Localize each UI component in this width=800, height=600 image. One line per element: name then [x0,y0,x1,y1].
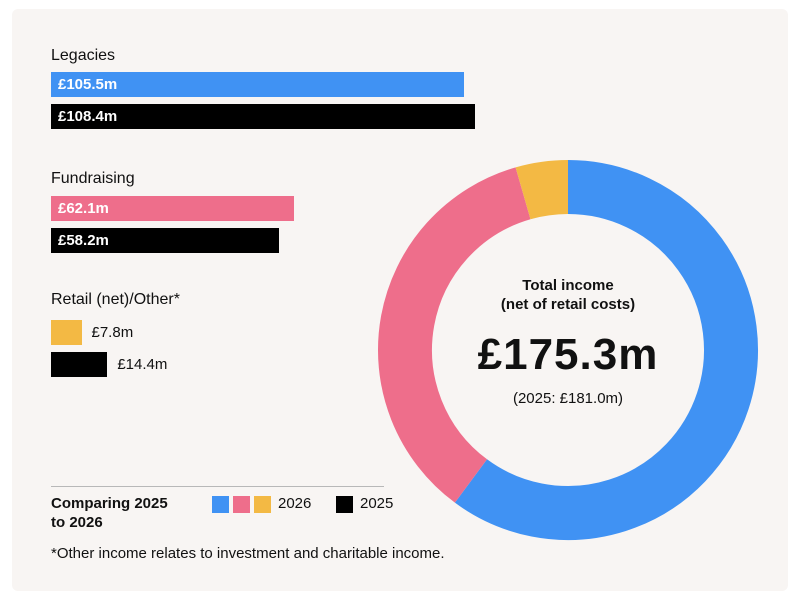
legend-swatch-fundraising [233,496,250,513]
donut-slice-retail-other [515,160,569,220]
donut-slice-legacies [454,160,758,540]
donut-center-value: £175.3m [477,330,659,379]
legend-swatch-retail-other [254,496,271,513]
donut-center-label: Total income (net of retail costs) [468,276,668,314]
legend-title: Comparing 2025 to 2026 [51,494,201,532]
bar-label-fundraising-2026: £62.1m [58,200,109,217]
legend-swatch-legacies [212,496,229,513]
legend-title-line1: Comparing 2025 [51,495,168,512]
donut-center-label-line1: Total income [522,277,614,294]
bar-legacies-2026 [51,72,464,97]
bar-fundraising-2025 [51,228,279,253]
category-label-fundraising: Fundraising [51,170,135,187]
bar-retail-other-2025 [51,352,108,377]
bar-label-retail-other-2026: £7.8m [91,324,134,341]
legend-title-line2: to 2026 [51,514,103,531]
bar-label-legacies-2026: £105.5m [58,76,118,93]
legend-label-2025: 2025 [360,495,394,512]
category-label-legacies: Legacies [51,47,116,64]
legend-divider [51,486,384,487]
category-label-retail-other: Retail (net)/Other* [51,291,180,308]
legend-swatch-2025 [336,496,353,513]
donut-center-subtext: (2025: £181.0m) [512,390,624,407]
legend-label-2026: 2026 [278,495,312,512]
bar-label-fundraising-2025: £58.2m [58,232,109,249]
bar-fundraising-2026 [51,196,294,221]
footnote: *Other income relates to investment and … [51,545,445,562]
donut-slice-fundraising [378,167,531,503]
donut-center-label-line2: (net of retail costs) [500,296,636,313]
bar-label-legacies-2025: £108.4m [58,108,118,125]
bar-label-retail-other-2025: £14.4m [117,356,168,373]
bar-retail-other-2026 [51,320,82,345]
bar-legacies-2025 [51,104,475,129]
